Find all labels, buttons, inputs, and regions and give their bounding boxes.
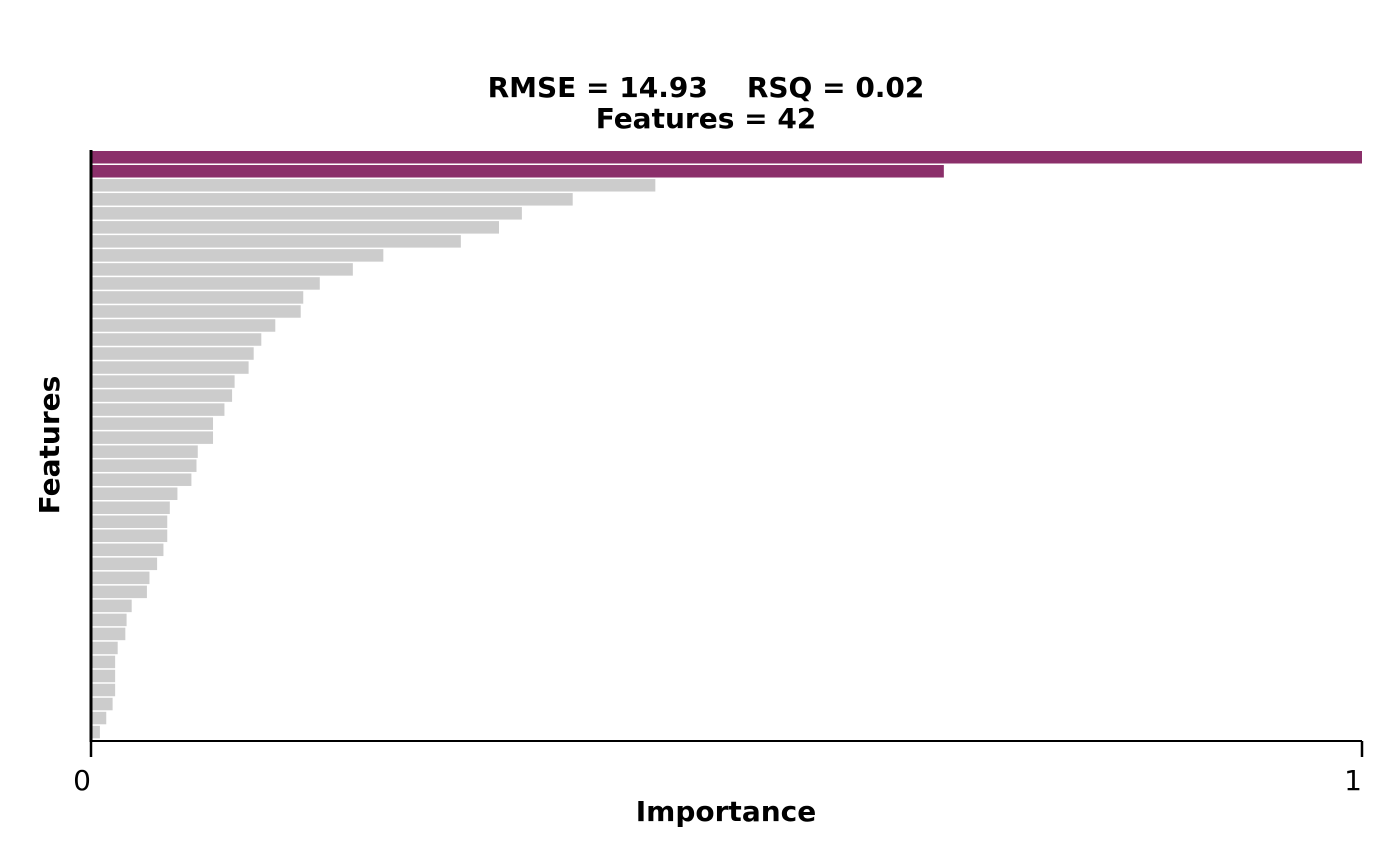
feature-bar (91, 305, 301, 318)
feature-bar (91, 655, 116, 669)
feature-bar (91, 431, 214, 444)
feature-bar (91, 613, 127, 627)
bars-group (91, 151, 1362, 739)
feature-bar (91, 585, 147, 599)
feature-bar (91, 361, 249, 374)
feature-bar (91, 235, 461, 248)
chart-title-line2: Features = 42 (596, 102, 817, 135)
feature-bar (91, 403, 225, 416)
x-axis-label: Importance (636, 795, 816, 828)
feature-bar (91, 459, 197, 472)
feature-bar (91, 347, 254, 360)
feature-bar (91, 627, 126, 641)
feature-bar (91, 375, 235, 388)
feature-bar (91, 529, 168, 543)
feature-bar (91, 151, 1362, 164)
feature-bar (91, 697, 113, 711)
feature-bar (91, 179, 656, 192)
feature-bar (91, 165, 944, 178)
y-axis-label: Features (33, 376, 66, 515)
feature-bar (91, 277, 320, 290)
feature-bar (91, 725, 100, 739)
feature-bar (91, 641, 118, 655)
feature-bar (91, 487, 178, 500)
feature-bar (91, 571, 150, 585)
feature-bar (91, 557, 158, 571)
x-tick-label: 0 (73, 764, 91, 797)
chart-title-line1: RMSE = 14.93 RSQ = 0.02 (488, 71, 925, 104)
feature-bar (91, 263, 353, 276)
feature-bar (91, 389, 233, 402)
feature-bar (91, 669, 116, 683)
feature-bar (91, 515, 168, 529)
feature-bar (91, 501, 170, 514)
feature-bar (91, 543, 164, 557)
feature-bar (91, 417, 214, 430)
feature-bar (91, 221, 499, 234)
feature-bar (91, 333, 262, 346)
feature-bar (91, 319, 276, 332)
feature-bar (91, 683, 116, 697)
feature-bar (91, 193, 573, 206)
feature-bar (91, 711, 107, 725)
feature-bar (91, 249, 384, 262)
feature-bar (91, 445, 198, 458)
feature-bar (91, 291, 304, 304)
feature-bar (91, 473, 192, 486)
x-tick-label: 1 (1344, 764, 1362, 797)
feature-bar (91, 599, 132, 613)
feature-bar (91, 207, 522, 220)
